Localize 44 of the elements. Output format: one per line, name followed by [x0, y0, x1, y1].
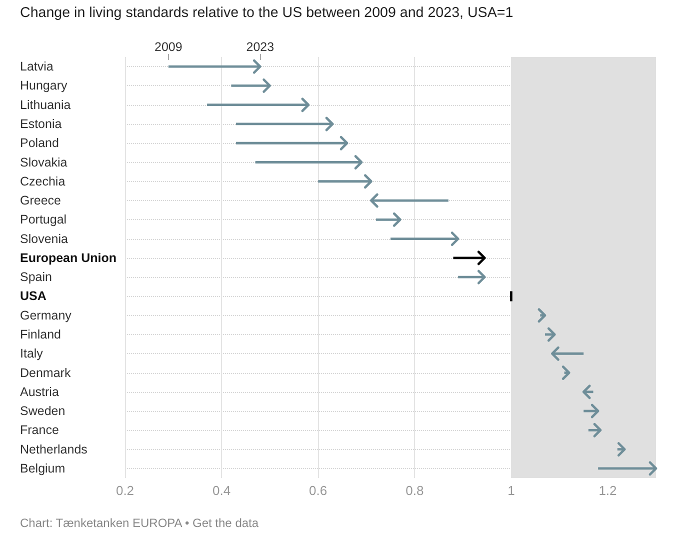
y-tick-label: Slovakia [20, 155, 68, 170]
bar [598, 467, 656, 470]
y-tick-label: Austria [20, 384, 59, 399]
text: Chart: Tænketanken EUROPA • Get the data [20, 516, 259, 530]
y-tick-label: Sweden [20, 404, 66, 418]
bar [552, 352, 584, 355]
annotation: 2009 [154, 40, 182, 54]
y-tick-label: Lithuania [20, 98, 71, 112]
y-tick-label: Netherlands [20, 442, 88, 456]
y-tick-label: USA [20, 289, 46, 304]
y-tick-label: Italy [20, 346, 44, 361]
chart-title: Change in living standards relative to the US between 2009 and 2023, USA=1 [20, 5, 514, 21]
x-tick-label: 0.4 [212, 483, 231, 498]
y-tick-label: Estonia [20, 116, 62, 131]
y-tick-label: Poland [20, 136, 59, 150]
y-tick-label: Latvia [20, 60, 54, 74]
bar [318, 180, 372, 183]
bar [207, 104, 308, 106]
y-tick-label: Finland [20, 327, 62, 342]
y-tick-label: Greece [20, 194, 62, 208]
y-tick-label: Portugal [20, 212, 67, 227]
bar [390, 238, 458, 240]
x-tick-label: 0.8 [406, 483, 424, 498]
y-tick-label: European Union [20, 250, 117, 265]
y-tick-label: France [20, 423, 59, 438]
x-tick-label: 1 [508, 483, 515, 498]
y-tick-label: Slovenia [20, 232, 68, 246]
y-tick-label: Germany [20, 308, 72, 322]
bar [453, 256, 485, 260]
x-tick-label: 1.2 [598, 483, 617, 498]
y-tick-label: Belgium [20, 461, 66, 476]
y-tick-label: Czechia [20, 174, 66, 188]
annotation: 2023 [246, 40, 274, 54]
bar [168, 65, 260, 68]
x-tick-label: 0.2 [116, 483, 134, 498]
bar [255, 161, 362, 164]
bar [231, 84, 270, 87]
bar [458, 276, 485, 278]
bar [236, 142, 348, 144]
y-tick-label: Spain [20, 270, 52, 284]
x-tick-label: 0.6 [309, 483, 328, 498]
bar [376, 218, 400, 221]
y-tick-label: Denmark [20, 366, 72, 380]
y-tick-label: Hungary [20, 78, 68, 93]
